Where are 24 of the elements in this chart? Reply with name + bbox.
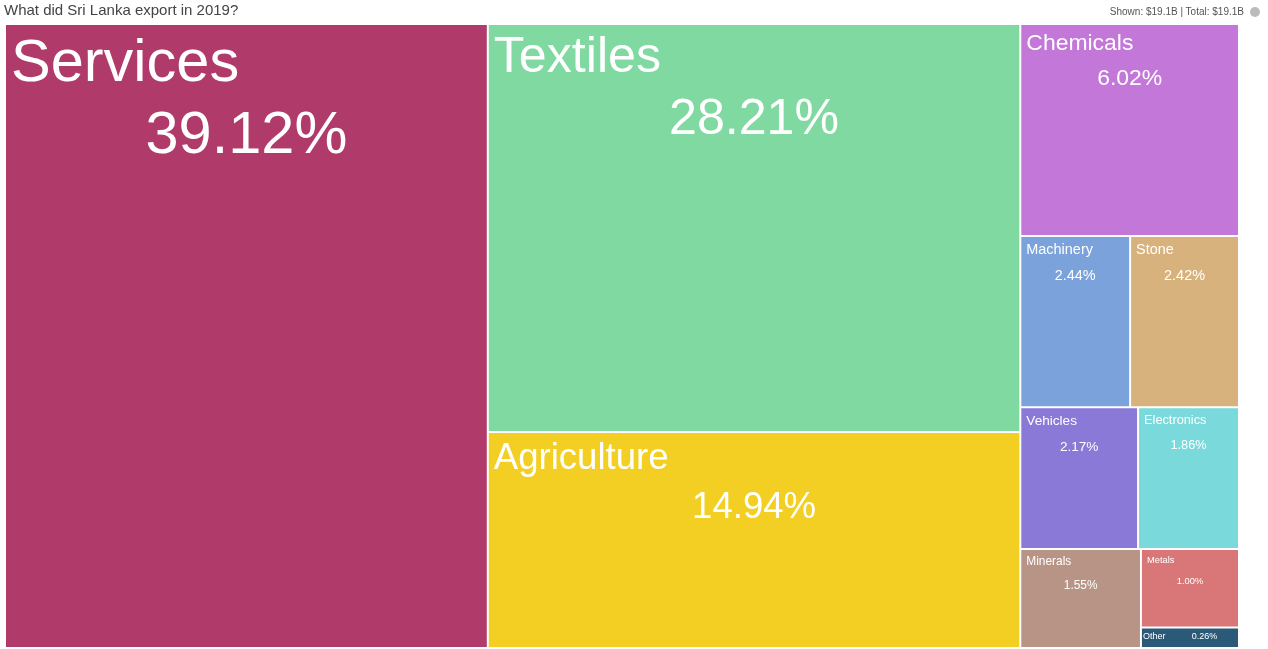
data-label: 2.44%	[1054, 266, 1096, 283]
category-label: Chemicals	[1026, 28, 1134, 55]
category-label: Vehicles	[1026, 412, 1078, 428]
category-label: Other	[1142, 630, 1166, 641]
category-label: Stone	[1136, 240, 1174, 257]
text: What did Sri Lanka export in 2019?	[4, 1, 239, 18]
data-label: 28.21%	[669, 89, 840, 145]
category-label: Metals	[1146, 554, 1175, 565]
text: Shown: $19.1B | Total: $19.1B	[1109, 6, 1244, 17]
category-label: Minerals	[1026, 554, 1072, 569]
category-label: Services	[11, 26, 240, 94]
data-label: 2.42%	[1164, 266, 1206, 283]
category-label: Agriculture	[493, 435, 669, 477]
data-label: 1.86%	[1170, 437, 1207, 453]
data-label: 6.02%	[1097, 63, 1163, 90]
data-label: 1.00%	[1176, 575, 1204, 586]
data-label: 0.26%	[1191, 630, 1218, 641]
category-label: Electronics	[1144, 412, 1207, 428]
data-label: 14.94%	[692, 484, 817, 526]
data-label: 39.12%	[145, 98, 348, 166]
data-label: 2.17%	[1059, 438, 1099, 454]
category-label: Textiles	[493, 27, 661, 83]
category-label: Machinery	[1026, 240, 1094, 257]
data-label: 1.55%	[1063, 578, 1098, 593]
